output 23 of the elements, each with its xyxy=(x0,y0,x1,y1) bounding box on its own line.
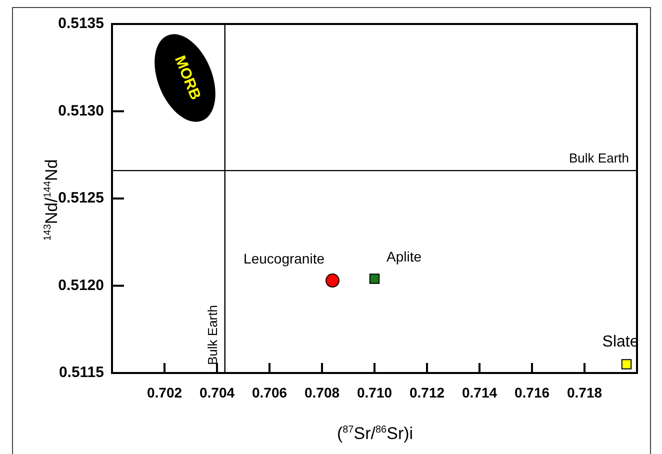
point xyxy=(369,274,380,284)
x-tick-label: 0.712 xyxy=(409,384,445,400)
x-tick-label: 0.710 xyxy=(356,384,392,400)
point xyxy=(621,359,632,370)
x-axis-title: ($^{87}$Sr/$^{86}$Sr)i xyxy=(336,424,414,444)
y-tick-label: 0.5125 xyxy=(58,190,104,207)
annotation: MORB xyxy=(171,53,204,102)
x-tick-label: 0.704 xyxy=(199,384,235,400)
x-tick-label: 0.716 xyxy=(514,384,550,400)
x-tick-label: 0.706 xyxy=(252,384,288,400)
y-tick-label: 0.5115 xyxy=(58,364,104,382)
ref-line-label: Bulk Earth xyxy=(569,150,629,166)
series-label: Leucogranite xyxy=(244,250,325,266)
y-tick-label: 0.5135 xyxy=(58,15,104,32)
y-tick-label: 0.5130 xyxy=(58,102,104,120)
series-label: Aplite xyxy=(386,248,422,265)
ref-line-label: Bulk Earth xyxy=(204,305,220,365)
y-tick-label: 0.5120 xyxy=(58,276,104,294)
point xyxy=(326,274,340,288)
x-tick-label: 0.708 xyxy=(304,384,340,400)
x-tick-label: 0.702 xyxy=(146,384,182,400)
x-tick-label: 0.718 xyxy=(566,384,602,400)
x-tick-label: 0.714 xyxy=(462,384,498,400)
